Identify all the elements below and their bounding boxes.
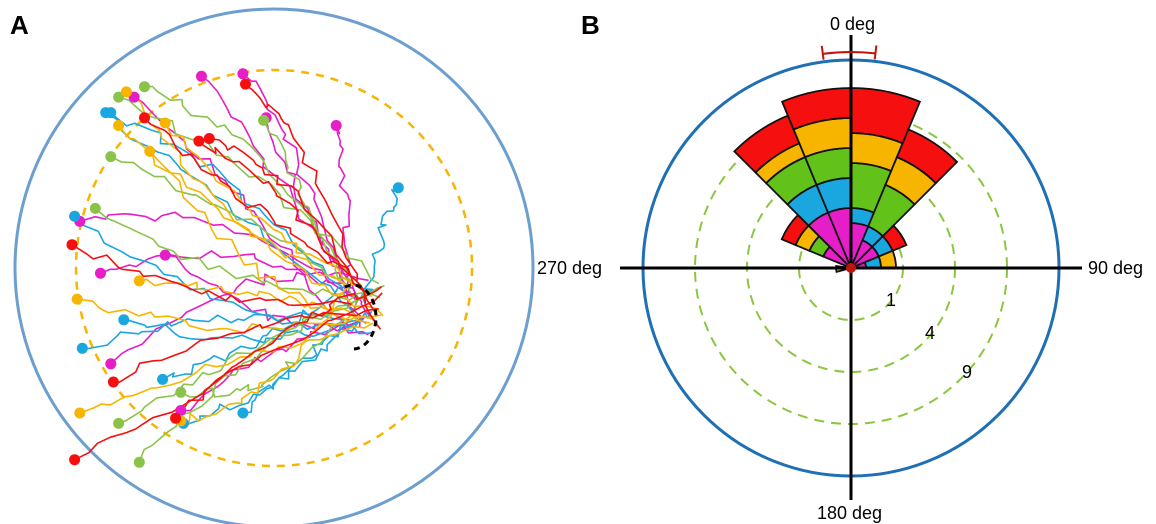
trajectory-blue-8 xyxy=(110,112,347,300)
start-point-magenta-0 xyxy=(128,91,140,103)
start-point-red-4 xyxy=(107,376,119,388)
trajectory-green-1 xyxy=(262,119,358,310)
ring-label-4: 4 xyxy=(925,323,935,343)
start-point-magenta-7 xyxy=(175,405,187,416)
trajectory-blue-3 xyxy=(123,319,363,344)
trajectory-magenta-3 xyxy=(335,125,358,314)
trajectory-layer xyxy=(71,73,399,463)
start-point-green-0 xyxy=(139,81,150,93)
start-point-red-5 xyxy=(170,412,182,424)
trajectory-green-7 xyxy=(118,96,380,285)
trajectory-yellow-2 xyxy=(117,124,373,298)
trajectory-yellow-5 xyxy=(79,322,374,414)
start-point-blue-5 xyxy=(392,182,404,194)
start-point-green-4 xyxy=(113,417,125,429)
wedge-layer xyxy=(733,87,959,273)
trajectory-yellow-6 xyxy=(180,286,349,425)
start-points-layer xyxy=(66,68,404,468)
start-point-green-1 xyxy=(258,114,270,126)
start-point-yellow-5 xyxy=(74,407,86,419)
trajectory-magenta-9 xyxy=(100,250,359,299)
trajectory-red-4 xyxy=(113,308,379,383)
start-point-red-1 xyxy=(193,135,205,147)
ring-label-1: 1 xyxy=(886,290,896,310)
trajectory-magenta-5 xyxy=(165,254,375,335)
start-point-yellow-0 xyxy=(120,86,132,98)
start-point-magenta-2 xyxy=(237,68,249,80)
trajectory-yellow-3 xyxy=(149,150,375,321)
trajectory-blue-4 xyxy=(162,286,345,381)
start-point-magenta-3 xyxy=(330,120,342,131)
start-point-yellow-3 xyxy=(144,145,156,157)
wedge-0-red xyxy=(850,87,922,145)
inner-boundary xyxy=(74,68,474,468)
start-point-blue-6 xyxy=(237,407,249,419)
mean-origin-dot xyxy=(846,263,856,273)
target-zone xyxy=(344,283,378,351)
start-point-green-2 xyxy=(105,151,117,163)
start-point-green-5 xyxy=(175,386,187,398)
trajectory-magenta-0 xyxy=(133,96,346,330)
start-point-red-2 xyxy=(66,239,78,251)
trajectory-red-3 xyxy=(244,83,359,282)
angle-label-0: 0 deg xyxy=(830,14,875,34)
start-point-yellow-4 xyxy=(71,293,83,305)
trajectory-yellow-1 xyxy=(164,122,361,287)
start-point-blue-0 xyxy=(69,210,81,222)
start-point-green-6 xyxy=(133,456,145,468)
mean-spread-tick-right xyxy=(873,45,878,60)
start-point-magenta-9 xyxy=(95,267,106,279)
trajectory-red-2 xyxy=(71,244,352,307)
start-point-yellow-2 xyxy=(113,120,125,131)
start-point-blue-3 xyxy=(118,314,130,326)
start-point-blue-8 xyxy=(105,107,117,119)
trajectory-blue-7 xyxy=(183,320,360,426)
start-point-green-3 xyxy=(89,202,101,214)
start-point-yellow-7 xyxy=(133,275,145,287)
start-point-magenta-6 xyxy=(105,358,117,370)
start-point-red-3 xyxy=(240,78,251,90)
arena-outline xyxy=(13,7,535,524)
start-point-magenta-5 xyxy=(159,249,171,261)
trajectory-green-0 xyxy=(144,85,367,302)
wedge-22.5-red xyxy=(895,128,959,185)
trajectory-blue-1 xyxy=(82,311,351,350)
panel-a-label: A xyxy=(10,10,29,40)
start-point-red-0 xyxy=(139,112,150,124)
start-point-red-6 xyxy=(69,454,81,466)
trajectory-yellow-4 xyxy=(77,298,382,334)
trajectory-blue-6 xyxy=(242,310,373,414)
panel-b-label: B xyxy=(581,10,600,40)
start-point-blue-4 xyxy=(157,373,169,385)
trajectory-blue-5 xyxy=(360,187,399,305)
trajectory-magenta-7 xyxy=(180,315,366,412)
panel-b: B 0 deg 90 deg 180 deg 270 deg 1 4 9 xyxy=(537,10,1143,523)
trajectory-red-6 xyxy=(74,292,383,461)
trajectory-red-1 xyxy=(198,140,376,313)
mean-spread-tick-left xyxy=(820,45,825,60)
panel-a: A xyxy=(10,7,535,524)
wedge-45-red xyxy=(881,224,908,252)
trajectory-yellow-0 xyxy=(125,91,384,317)
ring-label-9: 9 xyxy=(962,362,972,382)
mean-spread-arc xyxy=(822,51,876,55)
trajectory-green-2 xyxy=(110,155,370,295)
mean-direction-marker xyxy=(820,45,878,273)
start-point-green-7 xyxy=(113,91,125,103)
start-point-blue-1 xyxy=(76,342,88,354)
angle-label-180: 180 deg xyxy=(817,503,882,523)
trajectory-magenta-4 xyxy=(79,211,361,300)
angle-label-90: 90 deg xyxy=(1088,258,1143,278)
angle-label-270: 270 deg xyxy=(537,258,602,278)
trajectory-red-0 xyxy=(143,117,352,276)
start-point-yellow-1 xyxy=(159,117,171,129)
start-point-red-7 xyxy=(203,133,215,144)
start-point-magenta-1 xyxy=(196,70,207,82)
trajectory-red-7 xyxy=(209,137,382,330)
